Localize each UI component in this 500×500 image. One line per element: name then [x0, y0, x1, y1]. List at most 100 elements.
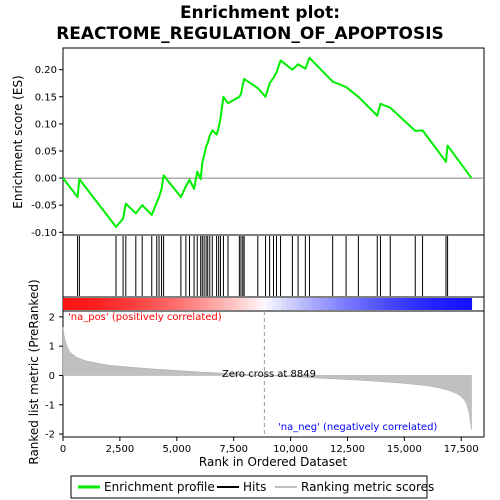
ranking-bar-segment [169, 298, 176, 310]
ranking-bar-segment [330, 298, 336, 310]
es-tick-label: 0.15 [35, 92, 57, 103]
es-tick-label: 0.10 [35, 119, 57, 130]
x-tick-label: 12,500 [330, 444, 365, 455]
ranking-bar-segment [325, 298, 332, 310]
ranking-bar-segment [121, 298, 127, 310]
ranking-bar [63, 298, 473, 310]
ranking-bar-segment [461, 298, 468, 310]
ranking-bar-segment [403, 298, 409, 310]
ranking-bar-segment [67, 298, 74, 310]
es-tick-label: 0.20 [35, 65, 57, 76]
legend-box [70, 475, 428, 499]
ranking-bar-segment [276, 298, 283, 310]
metric-tick-label: -1 [45, 400, 55, 411]
ranking-bar-segment [82, 298, 88, 310]
ranking-bar-segment [345, 298, 351, 310]
ranking-bar-segment [432, 298, 439, 310]
ranking-bar-segment [189, 298, 195, 310]
x-axis-ticks: 0 2,500 5,000 7,500 10,000 12,500 15,000 17,500 [60, 437, 479, 455]
ranking-bar-segment [252, 298, 259, 310]
ranking-bar-segment [383, 298, 390, 310]
ranking-bar-segment [111, 298, 118, 310]
x-tick-label: 5,000 [162, 444, 191, 455]
chart-title-line1: Enrichment plot: [180, 3, 340, 23]
ranking-bar-segment [340, 298, 346, 310]
ranking-bar-segment [204, 298, 210, 310]
ranking-bar-segment [408, 298, 414, 310]
legend-metric-label: Ranking metric scores [301, 480, 434, 494]
ranking-bar-segment [301, 298, 307, 310]
ranking-bar-segment [398, 298, 404, 310]
ranking-bar-segment [364, 298, 370, 310]
legend-hits-label: Hits [243, 480, 266, 494]
x-tick-label: 17,500 [444, 444, 479, 455]
ranking-bar-segment [267, 298, 273, 310]
ranking-bar-segment [101, 298, 108, 310]
ranking-bar-segment [126, 298, 132, 310]
ranking-bar-segment [223, 298, 229, 310]
ranking-bar-segment [97, 298, 103, 310]
ranking-bar-segment [165, 298, 171, 310]
es-tick-label: -0.10 [31, 228, 57, 239]
ranking-bar-segment [272, 298, 278, 310]
metric-axis-label: Ranked list metric (PreRanked) [27, 279, 41, 464]
ranking-bar-segment [354, 298, 361, 310]
ranking-bar-segment [184, 298, 191, 310]
ranking-bar-segment [437, 298, 443, 310]
ranking-bar-segment [286, 298, 293, 310]
ranking-bar-segment [199, 298, 205, 310]
es-tick-label: 0.05 [35, 146, 57, 157]
metric-tick-label: 0 [49, 371, 55, 382]
ranking-bar-segment [194, 298, 200, 310]
ranking-bar-segment [63, 298, 69, 310]
ranking-bar-segment [247, 298, 254, 310]
ranking-bar-segment [262, 298, 268, 310]
ranking-bar-segment [233, 298, 239, 310]
x-tick-label: 15,000 [387, 444, 422, 455]
es-tick-label: -0.05 [31, 201, 57, 212]
ranking-bar-segment [92, 298, 98, 310]
x-tick-label: 10,000 [273, 444, 308, 455]
ranking-bar-segment [179, 298, 186, 310]
ranking-bar-segment [456, 298, 463, 310]
ranking-bar-segment [315, 298, 322, 310]
ranking-bar-segment [257, 298, 263, 310]
ranking-bar-segment [374, 298, 380, 310]
ranking-bar-segment [417, 298, 424, 310]
ranking-bar-segment [466, 298, 473, 310]
ranking-bar-segment [422, 298, 429, 310]
ranking-bar-segment [447, 298, 453, 310]
zero-cross-label: Zero cross at 8849 [222, 369, 316, 380]
metric-area [62, 327, 472, 430]
pos-label: 'na_pos' (positively correlated) [68, 312, 222, 323]
neg-label: 'na_neg' (negatively correlated) [278, 422, 437, 433]
ranking-bar-segment [413, 298, 419, 310]
ranking-bar-segment [145, 298, 152, 310]
ranking-bar-segment [174, 298, 181, 310]
x-tick-label: 7,500 [219, 444, 248, 455]
legend-enrichment-label: Enrichment profile [104, 480, 215, 494]
ranking-bar-segment [242, 298, 249, 310]
es-axis-label: Enrichment score (ES) [11, 75, 25, 208]
metric-tick-label: 1 [49, 342, 55, 353]
legend: Enrichment profile Hits Ranking metric s… [70, 475, 434, 499]
ranking-bar-segment [140, 298, 147, 310]
es-axis-ticks: -0.10 -0.05 0.00 0.05 0.10 0.15 0.20 [31, 65, 63, 239]
metric-tick-label: -2 [45, 430, 55, 441]
ranking-bar-segment [388, 298, 395, 310]
ranking-bar-segment [116, 298, 122, 310]
ranking-bar-segment [281, 298, 288, 310]
enrichment-profile-line [62, 56, 473, 228]
ranking-bar-segment [87, 298, 93, 310]
ranking-bar-segment [442, 298, 448, 310]
ranking-bar-segment [238, 298, 244, 310]
ranking-bar-segment [155, 298, 161, 310]
ranking-bar-segment [291, 298, 298, 310]
ranking-bar-segment [335, 298, 341, 310]
ranking-bar-segment [160, 298, 166, 310]
ranking-bar-segment [349, 298, 356, 310]
chart-title-line2: REACTOME_REGULATION_OF_APOPTOSIS [56, 24, 444, 44]
ranking-bar-segment [320, 298, 327, 310]
ranking-bar-segment [106, 298, 113, 310]
